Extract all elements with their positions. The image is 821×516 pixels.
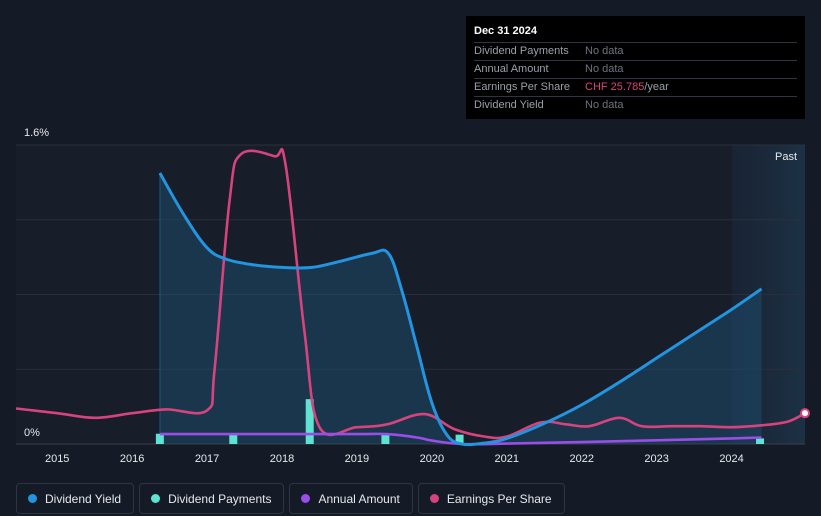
legend-dot-icon xyxy=(28,494,37,503)
y-tick-label-zero: 0% xyxy=(24,427,40,439)
x-tick-label: 2022 xyxy=(569,453,593,465)
x-tick-label: 2015 xyxy=(45,453,69,465)
tooltip-row-eps: Earnings Per Share CHF 25.785/year xyxy=(474,78,797,96)
chart-legend: Dividend Yield Dividend Payments Annual … xyxy=(16,483,565,514)
legend-label: Annual Amount xyxy=(318,491,400,506)
tooltip-value: No data xyxy=(585,45,624,57)
legend-label: Dividend Payments xyxy=(168,491,272,506)
x-tick-label: 2018 xyxy=(270,453,294,465)
tooltip-row-annual-amount: Annual Amount No data xyxy=(474,60,797,78)
eps-marker xyxy=(800,408,810,419)
tooltip-row-dividend-payments: Dividend Payments No data xyxy=(474,42,797,60)
dividend-payment-bar xyxy=(756,438,765,444)
dividend-payment-bar xyxy=(455,434,464,444)
tooltip-date: Dec 31 2024 xyxy=(474,25,537,37)
eps-line xyxy=(15,147,806,440)
x-tick-label: 2021 xyxy=(495,453,519,465)
legend-dividend-payments[interactable]: Dividend Payments xyxy=(139,483,285,514)
x-tick-label: 2016 xyxy=(120,453,144,465)
dividend-payment-bar xyxy=(381,434,390,444)
annual-amount-line xyxy=(159,432,762,446)
tooltip-label: Dividend Yield xyxy=(474,99,544,111)
legend-earnings-per-share[interactable]: Earnings Per Share xyxy=(417,483,565,514)
x-tick-label: 2019 xyxy=(345,453,369,465)
tooltip-eps-value: CHF 25.785 xyxy=(585,81,645,93)
legend-annual-amount[interactable]: Annual Amount xyxy=(289,483,413,514)
tooltip-value: No data xyxy=(585,63,624,75)
x-tick-label: 2024 xyxy=(719,453,743,465)
x-tick-label: 2020 xyxy=(420,453,444,465)
dividend-payment-bar xyxy=(155,433,164,444)
legend-dot-icon xyxy=(151,494,161,503)
dividend-payment-bar xyxy=(305,399,314,444)
past-label: Past xyxy=(775,151,797,163)
legend-dot-icon xyxy=(429,494,439,503)
x-tick-label: 2017 xyxy=(195,453,219,465)
tooltip-row-dividend-yield: Dividend Yield No data xyxy=(474,96,797,114)
tooltip-label: Annual Amount xyxy=(474,63,549,75)
tooltip-value: No data xyxy=(585,99,624,111)
tooltip-eps-unit: /year xyxy=(644,81,669,93)
dividend-payment-bar xyxy=(229,434,238,444)
tooltip-label: Earnings Per Share xyxy=(474,81,570,93)
dividend-yield-line xyxy=(158,172,763,447)
x-tick-label: 2023 xyxy=(644,453,668,465)
data-tooltip: Dec 31 2024 Dividend Payments No data An… xyxy=(466,16,805,119)
legend-label: Dividend Yield xyxy=(45,491,122,506)
legend-dividend-yield[interactable]: Dividend Yield xyxy=(16,483,135,514)
tooltip-label: Dividend Payments xyxy=(474,45,569,57)
tooltip-eps-value-group: CHF 25.785/year xyxy=(585,79,669,96)
y-tick-label-top: 1.6% xyxy=(24,127,49,139)
legend-dot-icon xyxy=(301,494,311,503)
legend-label: Earnings Per Share xyxy=(446,491,552,506)
